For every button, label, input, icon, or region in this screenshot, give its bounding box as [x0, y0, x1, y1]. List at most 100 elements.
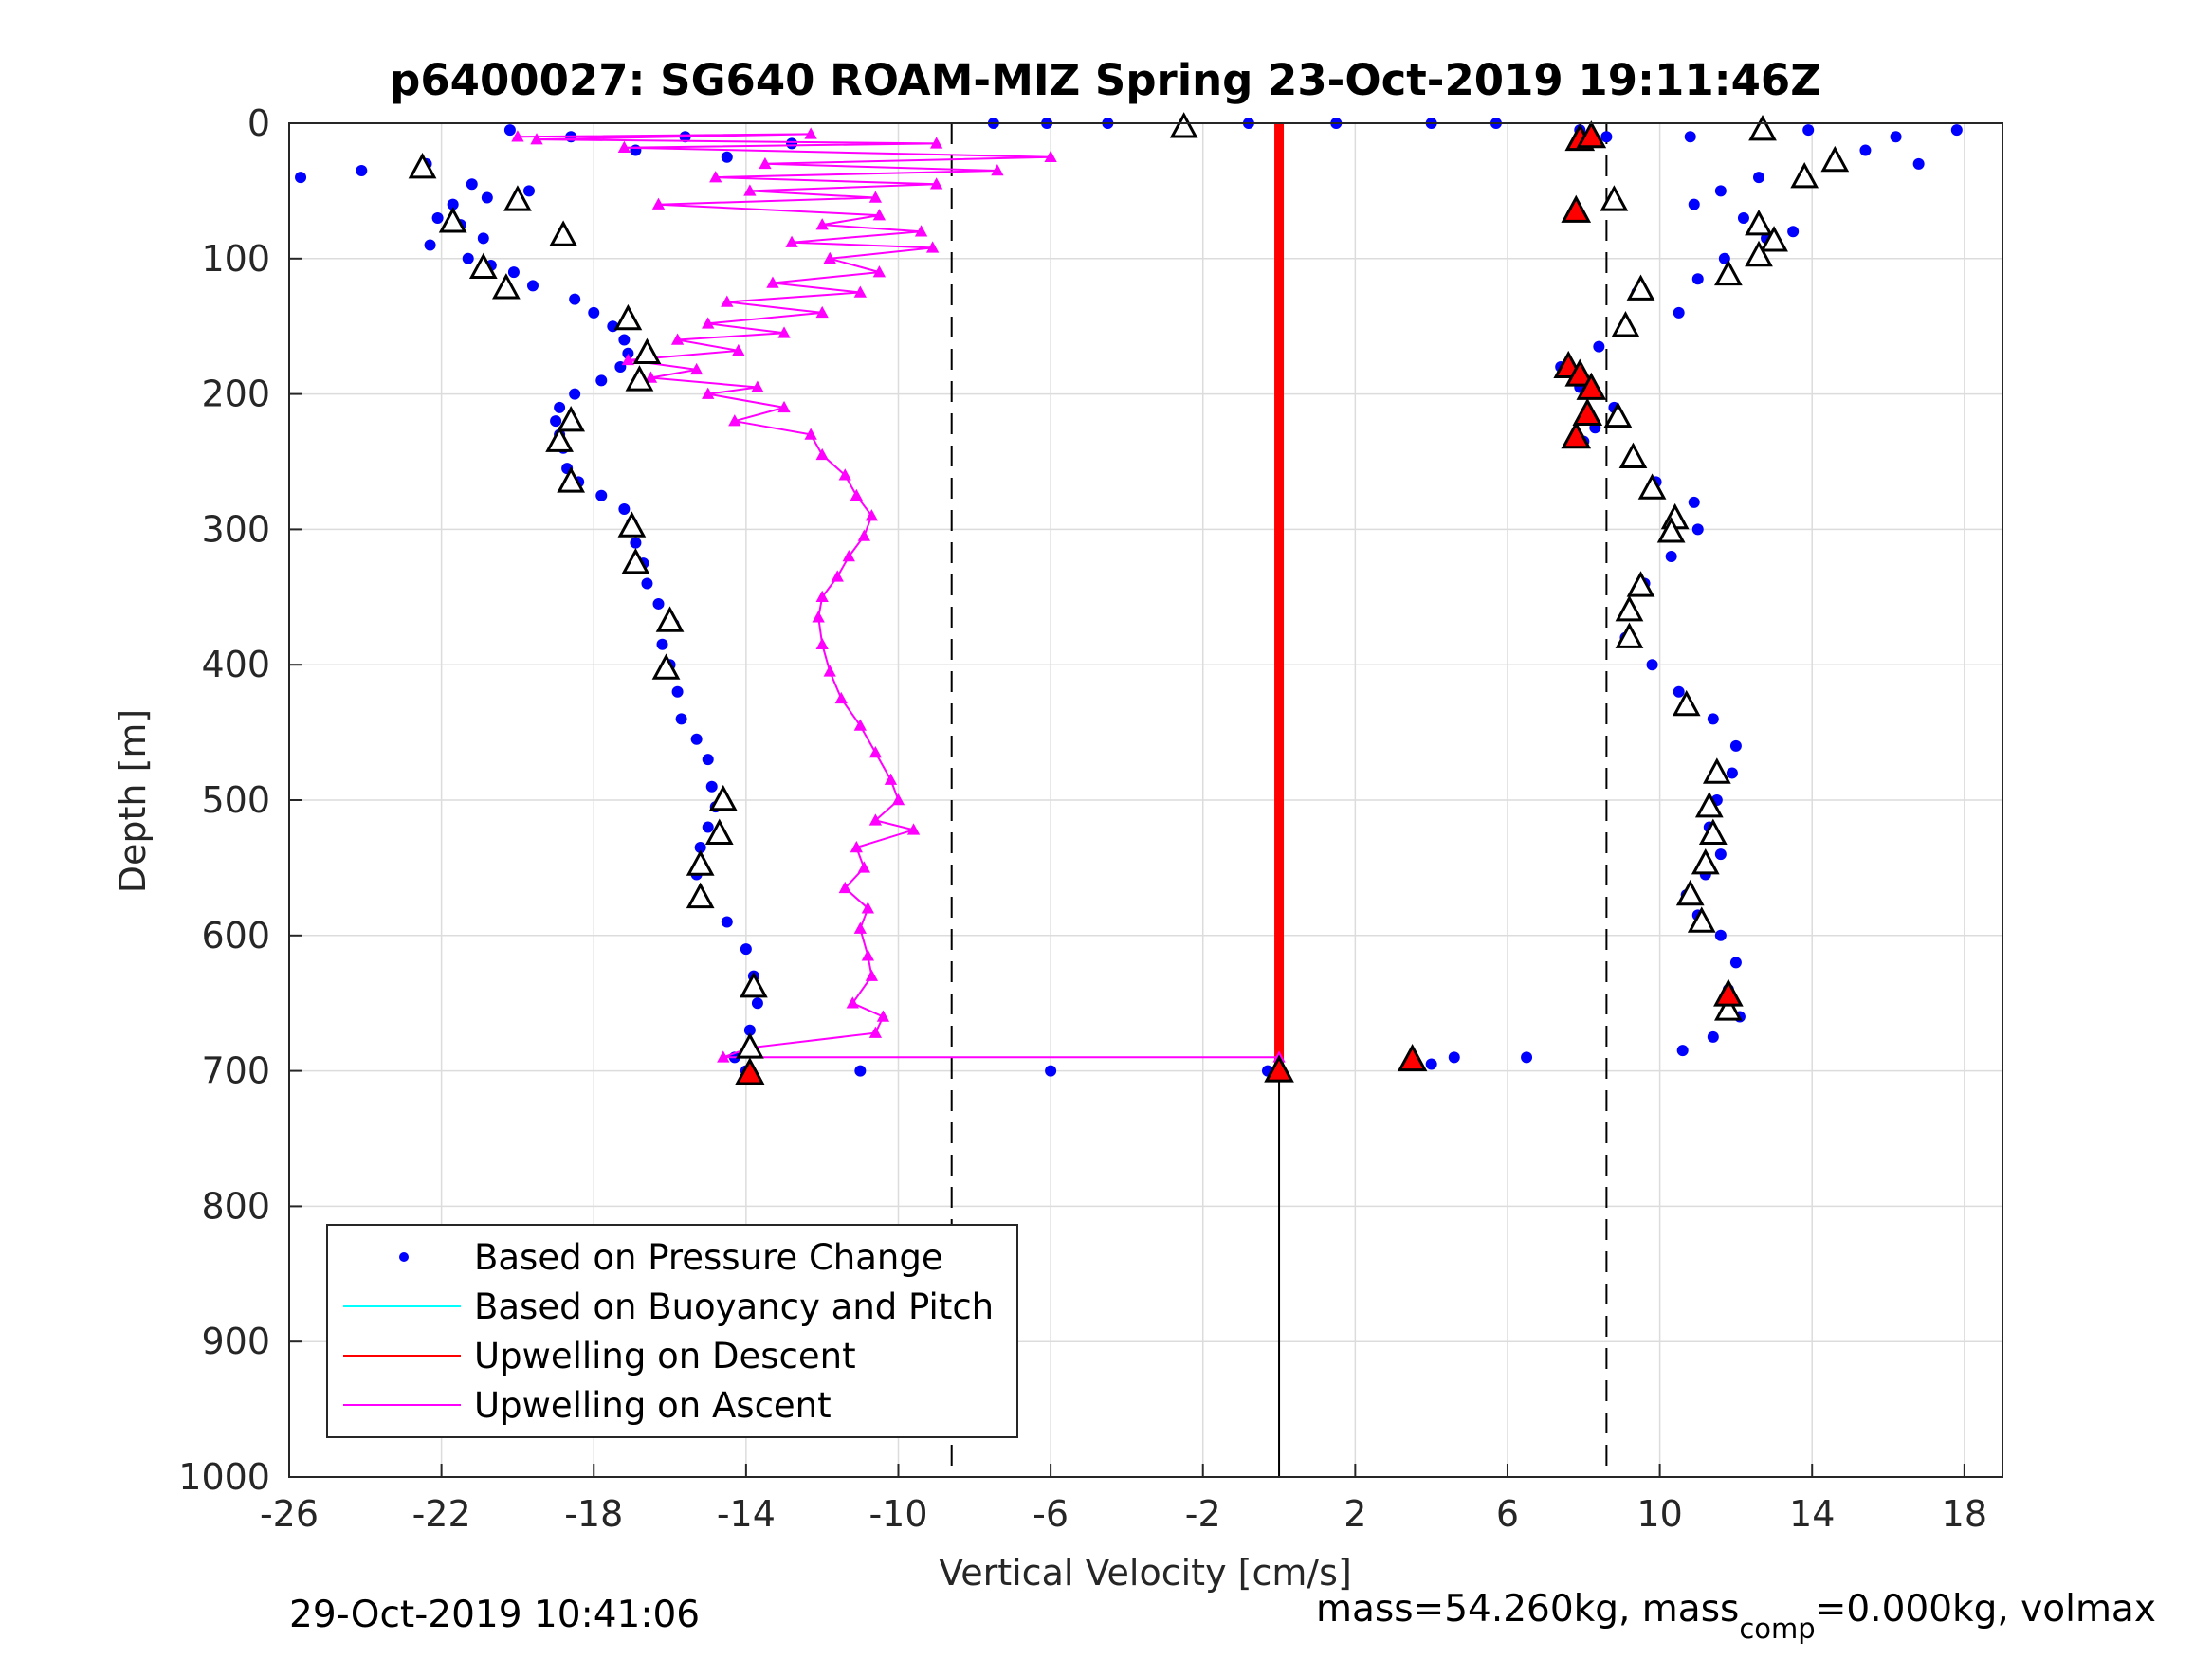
open-triangle-marker: [1745, 209, 1773, 236]
upwelling-ascent-marker: [815, 305, 829, 319]
y-tick-label: 800: [201, 1185, 270, 1227]
pressure-change-point: [1673, 306, 1685, 319]
pressure-change-point: [702, 821, 714, 833]
upwelling-ascent-marker: [861, 902, 875, 914]
upwelling-ascent-marker: [721, 295, 734, 307]
chart-title: p6400027: SG640 ROAM-MIZ Spring 23-Oct-2…: [390, 55, 1821, 105]
pressure-change-point: [1707, 713, 1719, 725]
pressure-change-point: [618, 334, 631, 346]
pressure-change-point: [1707, 1030, 1719, 1043]
upwelling-ascent-marker: [861, 949, 875, 961]
plot-area: [295, 112, 1963, 1085]
pressure-change-point: [1802, 124, 1815, 137]
x-tick-label: 6: [1496, 1493, 1519, 1535]
pressure-change-point: [721, 151, 733, 163]
pressure-change-point: [1714, 848, 1727, 861]
red-triangle-marker: [1564, 358, 1596, 387]
upwelling-ascent-marker: [1044, 150, 1057, 162]
upwelling-ascent-marker: [621, 353, 635, 366]
upwelling-ascent-marker: [751, 380, 764, 392]
upwelling-ascent-marker: [743, 184, 757, 196]
open-triangle-marker: [1790, 161, 1819, 189]
pressure-change-point: [694, 841, 706, 853]
footer-timestamp: 29-Oct-2019 10:41:06: [289, 1594, 700, 1636]
y-tick-label: 1000: [178, 1456, 270, 1498]
pressure-change-point: [1890, 131, 1902, 143]
upwelling-ascent-marker: [511, 130, 524, 142]
red-triangle-marker: [1397, 1044, 1428, 1072]
pressure-change-point: [630, 144, 642, 156]
pressure-change-point: [481, 191, 493, 204]
pressure-change-point: [705, 780, 718, 793]
open-triangle-marker: [503, 185, 532, 211]
red-triangle-marker: [1576, 372, 1607, 400]
open-triangle-marker: [651, 653, 681, 680]
open-triangle-marker: [1626, 274, 1655, 301]
open-triangle-marker: [408, 152, 437, 179]
x-tick-label: -6: [1033, 1493, 1069, 1535]
upwelling-ascent-marker: [717, 1050, 730, 1063]
open-triangle-marker: [438, 207, 467, 233]
pressure-change-point: [622, 347, 634, 359]
pressure-change-point: [786, 137, 798, 150]
red-triangle-marker: [1264, 1054, 1294, 1083]
upwelling-ascent-marker: [991, 163, 1004, 176]
pressure-change-point: [656, 638, 668, 650]
pressure-change-point: [1912, 157, 1925, 170]
pressure-change-point: [702, 754, 714, 766]
pressure-change-point: [1688, 198, 1700, 210]
pressure-change-point: [1714, 929, 1727, 941]
upwelling-ascent-marker: [857, 861, 870, 873]
open-triangle-marker: [1615, 622, 1644, 648]
open-triangle-marker: [708, 784, 738, 811]
upwelling-ascent-marker: [868, 746, 883, 758]
red-triangle-marker: [735, 1057, 765, 1085]
open-triangle-marker: [1714, 259, 1743, 286]
upwelling-ascent-marker: [759, 156, 772, 170]
pressure-change-point: [462, 252, 474, 264]
upwelling-ascent-marker: [857, 529, 870, 541]
open-triangle-marker: [621, 547, 650, 574]
pressure-change-point: [1646, 659, 1658, 671]
open-triangle-marker: [1820, 145, 1850, 173]
upwelling-ascent-marker: [853, 719, 867, 731]
pressure-change-point: [675, 713, 687, 725]
open-triangle-marker: [655, 606, 685, 632]
pressure-change-point: [1787, 226, 1800, 238]
pressure-change-point: [424, 239, 436, 251]
legend-swatch-pressure: [399, 1252, 409, 1262]
pressure-change-point: [1593, 340, 1605, 353]
red-triangle-marker: [1572, 397, 1603, 427]
upwelling-ascent-marker: [853, 921, 867, 934]
upwelling-ascent-marker: [702, 387, 715, 399]
pressure-change-point: [1425, 1058, 1437, 1070]
upwelling-ascent-marker: [690, 362, 704, 375]
open-triangle-marker: [1714, 994, 1743, 1021]
open-triangle-marker: [1745, 240, 1773, 267]
pressure-change-point: [522, 185, 535, 197]
open-triangle-marker: [1615, 594, 1644, 622]
upwelling-ascent-marker: [530, 133, 543, 145]
open-triangle-marker: [1760, 226, 1788, 252]
pressure-change-point: [1600, 131, 1613, 143]
y-axis-label: Depth [m]: [112, 709, 154, 894]
upwelling-ascent-marker: [838, 881, 851, 894]
pressure-change-point: [466, 178, 478, 191]
mass-prefix: mass=54.260kg, mass: [1316, 1588, 1739, 1631]
y-tick-label: 700: [201, 1050, 270, 1092]
pressure-change-point: [1691, 523, 1704, 536]
legend: Based on Pressure Change Based on Buoyanc…: [326, 1224, 1018, 1438]
upwelling-ascent-marker: [651, 197, 666, 210]
open-triangle-marker: [625, 365, 654, 392]
open-triangle-marker: [1656, 517, 1686, 543]
pressure-change-point: [1045, 1065, 1057, 1077]
y-tick-label: 900: [201, 1321, 270, 1362]
open-triangle-marker: [1698, 818, 1728, 845]
open-triangle-marker: [1611, 311, 1640, 337]
open-triangle-marker: [549, 220, 577, 246]
y-tick-label: 300: [201, 508, 270, 550]
open-triangle-marker: [617, 511, 647, 538]
open-triangle-marker: [1603, 401, 1633, 428]
upwelling-ascent-marker: [842, 549, 855, 562]
